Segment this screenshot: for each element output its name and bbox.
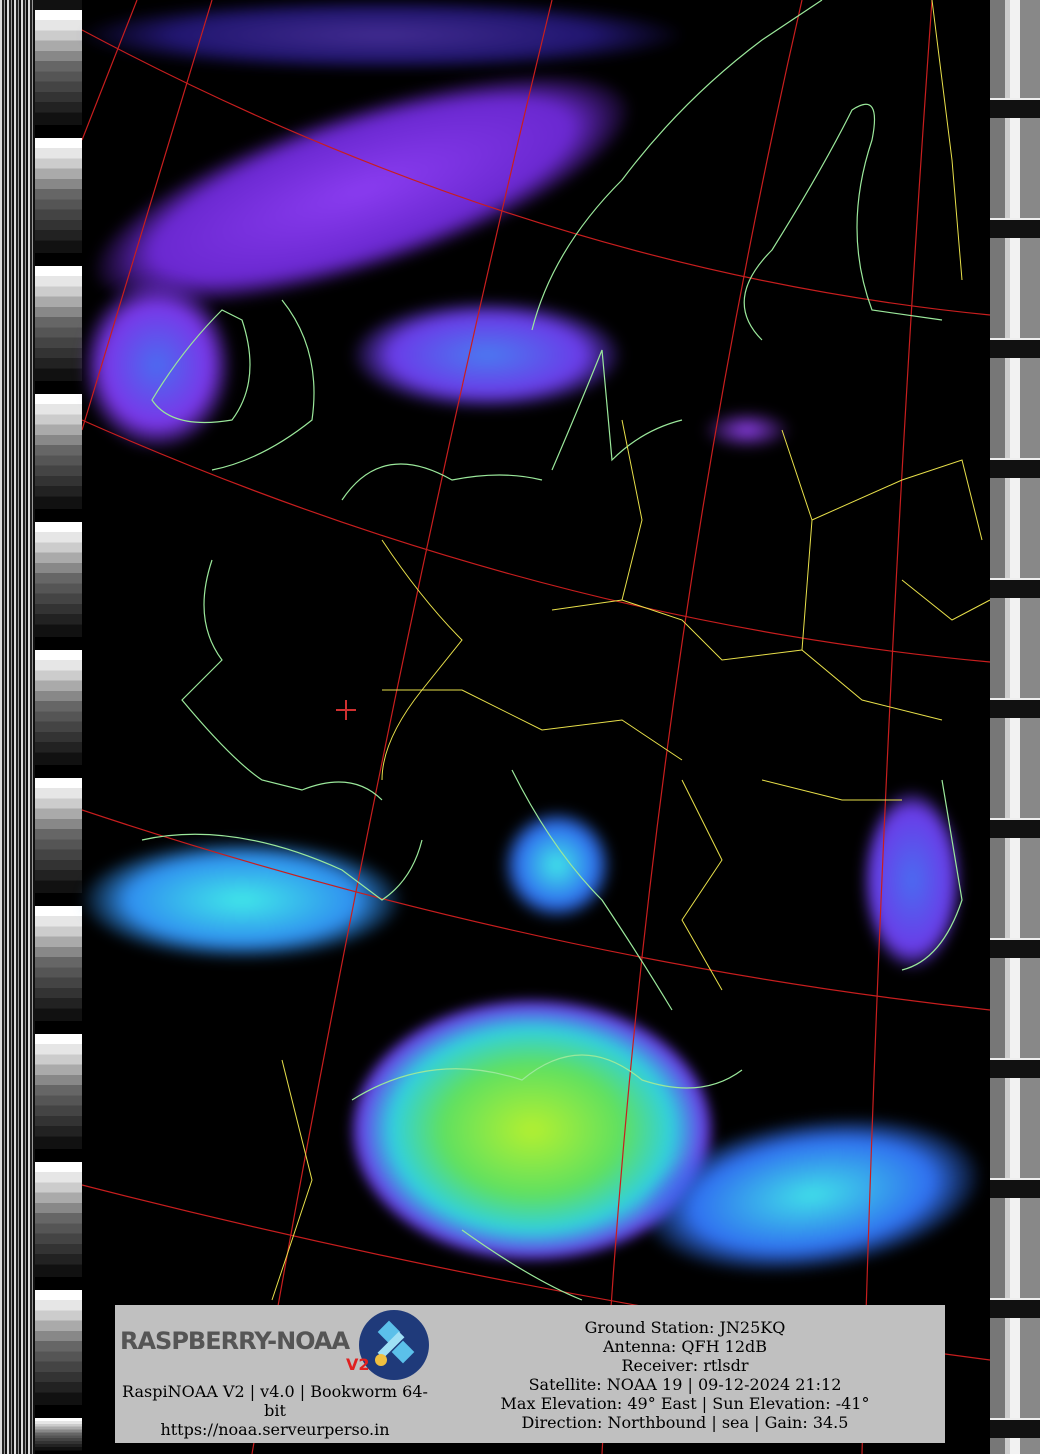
ground-station: Ground Station: JN25KQ — [584, 1318, 786, 1337]
calibration-wedge — [35, 1290, 82, 1418]
graticule — [82, 0, 990, 1454]
sync-bar — [990, 1298, 1040, 1318]
map-overlay — [82, 0, 990, 1454]
calibration-wedge — [35, 266, 82, 394]
coastlines — [141, 0, 963, 1301]
cloud-adriatic — [502, 810, 612, 920]
calibration-wedge — [35, 394, 82, 522]
logo: RASPBERRY-NOAA — [120, 1327, 350, 1355]
sync-bar — [990, 98, 1040, 118]
cloud-baltic — [702, 410, 792, 450]
elevation: Max Elevation: 49° East | Sun Elevation:… — [500, 1394, 870, 1413]
calibration-wedge — [35, 1418, 82, 1454]
map-area — [70, 0, 991, 1454]
borders — [271, 0, 990, 1301]
calibration-wedge — [35, 1034, 82, 1162]
calibration-wedge — [35, 1162, 82, 1290]
sync-bar — [990, 338, 1040, 358]
logo-version-badge: V2 — [346, 1355, 370, 1374]
app-version: RaspiNOAA V2 | v4.0 | Bookworm 64-bit — [122, 1382, 428, 1420]
calibration-wedge — [35, 906, 82, 1034]
telemetry-strip-left — [0, 0, 35, 1454]
cloud-north-sea — [352, 300, 622, 410]
site-url: https://noaa.serveurperso.in — [160, 1420, 390, 1439]
calibration-wedge — [35, 778, 82, 906]
sync-bar — [990, 578, 1040, 598]
sync-bar — [990, 218, 1040, 238]
sync-bar — [990, 1058, 1040, 1078]
sync-bar — [990, 698, 1040, 718]
sync-bar — [990, 1418, 1040, 1438]
ground-station-marker — [336, 700, 356, 720]
calibration-wedge — [35, 138, 82, 266]
satellite-logo-icon — [359, 1310, 429, 1380]
cloud-atlantic — [82, 280, 232, 450]
sync-bar — [990, 458, 1040, 478]
sync-bar — [990, 938, 1040, 958]
direction: Direction: Northbound | sea | Gain: 34.5 — [521, 1413, 849, 1432]
calibration-wedge — [35, 522, 82, 650]
sync-bar — [990, 818, 1040, 838]
info-panel: RASPBERRY-NOAA V2 RaspiNOAA V2 | v4.0 | … — [115, 1305, 945, 1443]
cloud-black-sea — [862, 790, 962, 970]
satellite: Satellite: NOAA 19 | 09-12-2024 21:12 — [528, 1375, 842, 1394]
app-info: RaspiNOAA V2 | v4.0 | Bookworm 64-bit ht… — [115, 1382, 435, 1439]
pass-details: Ground Station: JN25KQ Antenna: QFH 12dB… — [485, 1318, 885, 1432]
calibration-wedge — [35, 10, 82, 138]
sync-bar — [990, 1178, 1040, 1198]
antenna: Antenna: QFH 12dB — [603, 1337, 767, 1356]
telemetry-strip-right — [990, 0, 1040, 1454]
calibration-wedge — [35, 650, 82, 778]
receiver: Receiver: rtlsdr — [621, 1356, 749, 1375]
calibration-wedges — [35, 0, 82, 1454]
cloud-top — [82, 0, 682, 70]
